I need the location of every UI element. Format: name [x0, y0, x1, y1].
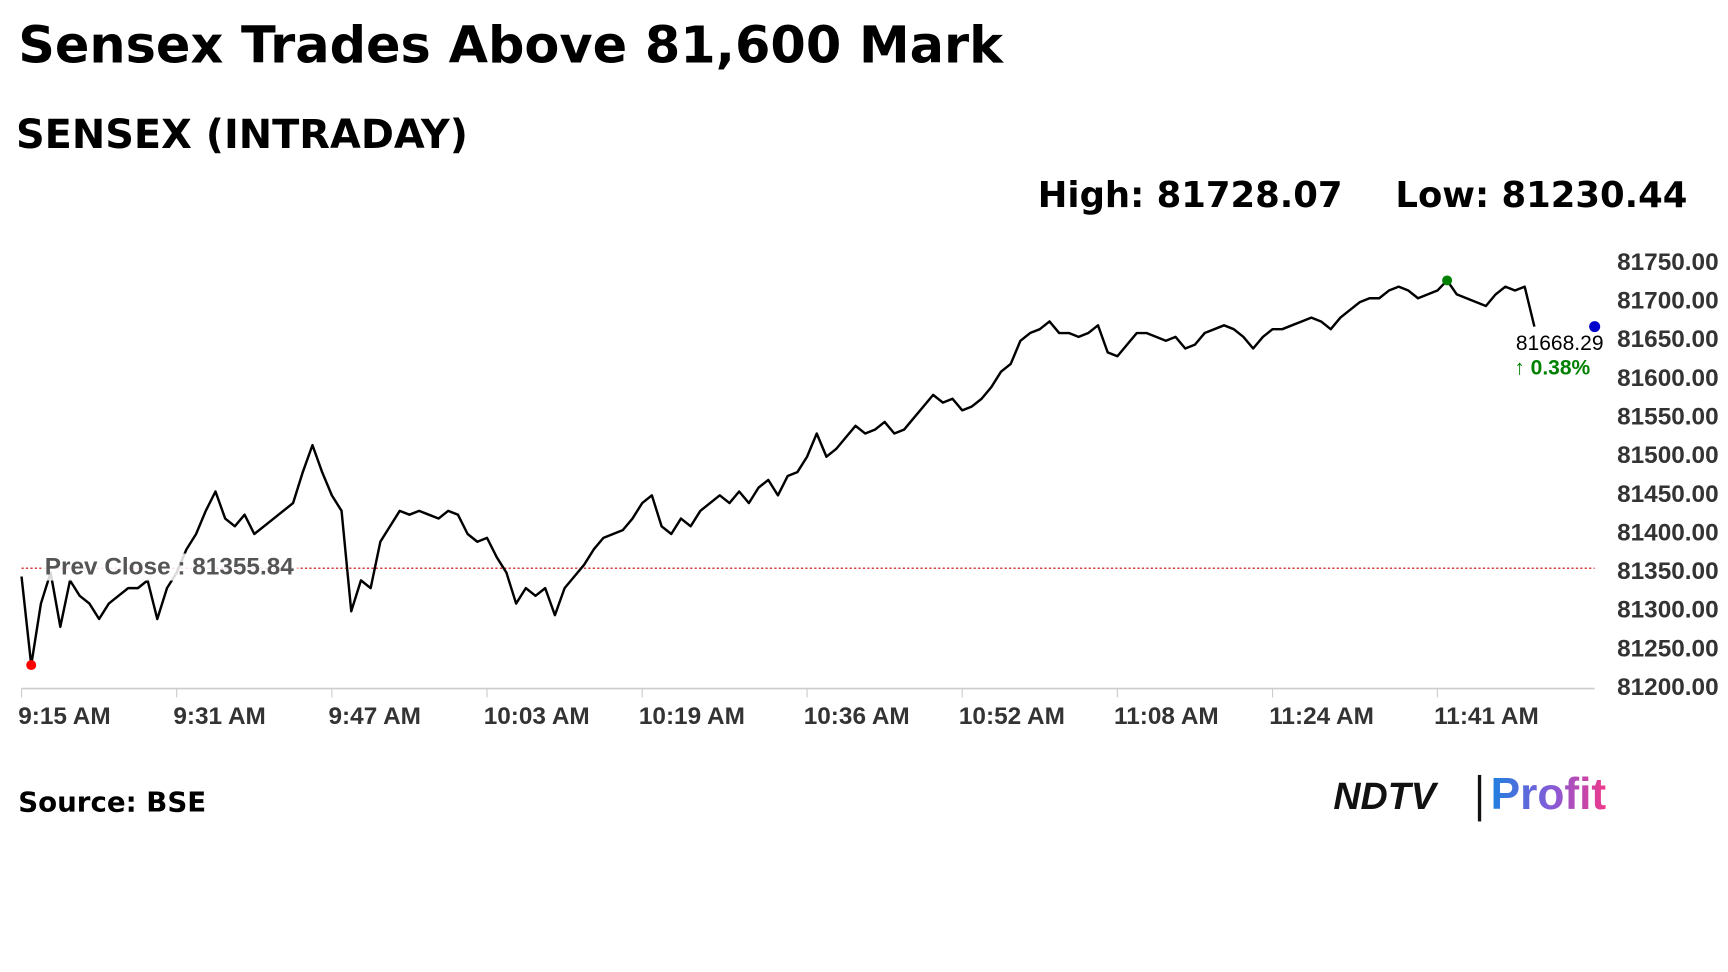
x-tick-label: 9:31 AM [173, 703, 265, 730]
y-tick-label: 81300.00 [1617, 597, 1719, 624]
x-tick-label: 10:19 AM [639, 703, 745, 730]
x-tick-label: 10:36 AM [804, 703, 910, 730]
y-tick-label: 81200.00 [1617, 674, 1719, 701]
y-tick-label: 81700.00 [1617, 288, 1719, 315]
x-tick-label: 9:47 AM [329, 703, 421, 730]
x-tick-label: 10:52 AM [959, 703, 1065, 730]
x-tick-label: 9:15 AM [18, 703, 110, 730]
prev-close-label-bg [41, 553, 298, 581]
change-label: ↑ 0.38% [1514, 356, 1590, 379]
high-label: High: 81728.07 [1038, 175, 1343, 216]
chart-subtitle: SENSEX (INTRADAY) [16, 112, 468, 158]
last-value-label: 81668.29 [1516, 332, 1604, 355]
x-tick-label: 10:03 AM [484, 703, 590, 730]
x-tick-label: 11:24 AM [1269, 703, 1374, 730]
prev-close-label: Prev Close : 81355.84 [45, 554, 294, 581]
x-tick-label: 11:41 AM [1434, 703, 1539, 730]
y-tick-label: 81500.00 [1617, 442, 1719, 469]
high-marker [1442, 275, 1453, 286]
last-marker [1589, 321, 1601, 333]
low-marker [26, 660, 37, 671]
price-line [20, 279, 1536, 667]
y-tick-label: 81450.00 [1617, 481, 1719, 508]
y-tick-label: 81350.00 [1617, 558, 1719, 585]
logo-ndtv: NDTV [1333, 775, 1438, 817]
low-label: Low: 81230.44 [1395, 175, 1687, 216]
y-tick-label: 81400.00 [1617, 519, 1719, 546]
x-tick-label: 11:08 AM [1114, 703, 1219, 730]
y-tick-label: 81250.00 [1617, 635, 1719, 662]
chart-title: Sensex Trades Above 81,600 Mark [18, 17, 1004, 76]
y-tick-label: 81600.00 [1617, 365, 1719, 392]
y-tick-label: 81550.00 [1617, 404, 1719, 431]
logo-profit: Profit [1491, 770, 1607, 819]
y-tick-label: 81750.00 [1617, 249, 1719, 276]
source: Source: BSE [18, 786, 206, 819]
y-tick-label: 81650.00 [1617, 326, 1719, 353]
